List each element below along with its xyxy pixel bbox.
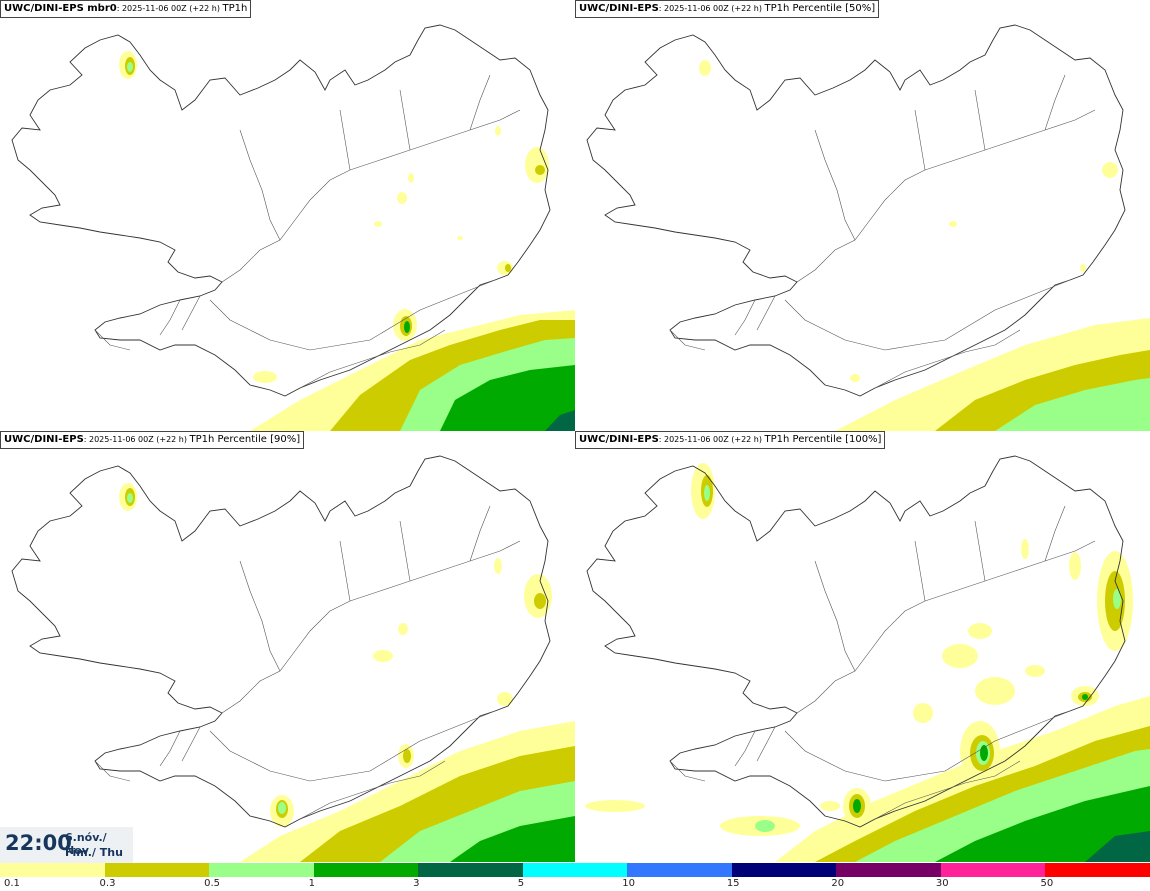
precip-map [11, 24, 575, 431]
panel-title: UWC/DINI-EPS mbr0: 2025-11-06 00Z (+22 h… [0, 0, 252, 18]
legend-label: 5 [517, 878, 525, 889]
legend-label: 50 [1040, 878, 1054, 889]
precip-map [11, 455, 575, 862]
panel-title: UWC/DINI-EPS: 2025-11-06 00Z (+22 h) TP1… [575, 431, 886, 449]
legend-bar [0, 863, 1150, 877]
legend-label: 10 [622, 878, 635, 889]
legend-label: 0.3 [99, 878, 116, 889]
legend-swatch [1045, 863, 1150, 877]
map-panel-p90: UWC/DINI-EPS: 2025-11-06 00Z (+22 h) TP1… [0, 431, 575, 862]
legend-swatch [522, 863, 628, 877]
legend-label: 20 [831, 878, 845, 889]
legend-swatch [836, 863, 941, 877]
legend-swatch [209, 863, 314, 877]
legend-label: 15 [726, 878, 740, 889]
panel-title: UWC/DINI-EPS: 2025-11-06 00Z (+22 h) TP1… [0, 431, 305, 449]
valid-date: 6.nóv./ Nov [65, 831, 107, 857]
map-panel-member0: UWC/DINI-EPS mbr0: 2025-11-06 00Z (+22 h… [0, 0, 575, 431]
legend-swatch [940, 863, 1046, 877]
precip-map [585, 455, 1150, 862]
precip-map [586, 24, 1150, 431]
legend-swatch [418, 863, 523, 877]
legend-swatch [0, 863, 105, 877]
color-legend: 0.1 0.3 0.5 1 3 5 10 15 20 30 50 [0, 863, 1150, 891]
legend-label: 3 [413, 878, 420, 889]
legend-label: 30 [935, 878, 949, 889]
map-panel-p50: UWC/DINI-EPS: 2025-11-06 00Z (+22 h) TP1… [575, 0, 1150, 431]
legend-label: 1 [308, 878, 315, 889]
legend-swatch [731, 863, 837, 877]
legend-swatch [313, 863, 419, 877]
legend-swatch [627, 863, 732, 877]
valid-hour: 22:00 [5, 831, 72, 855]
legend-label: 0.5 [204, 878, 220, 889]
legend-label: 0.1 [4, 878, 20, 889]
panel-title: UWC/DINI-EPS: 2025-11-06 00Z (+22 h) TP1… [575, 0, 880, 18]
valid-weekday: Fim./ Thu [65, 846, 123, 859]
map-panel-p100: UWC/DINI-EPS: 2025-11-06 00Z (+22 h) TP1… [575, 431, 1150, 862]
legend-swatch [104, 863, 210, 877]
valid-time-box: 22:00 6.nóv./ Nov Fim./ Thu [0, 827, 133, 863]
